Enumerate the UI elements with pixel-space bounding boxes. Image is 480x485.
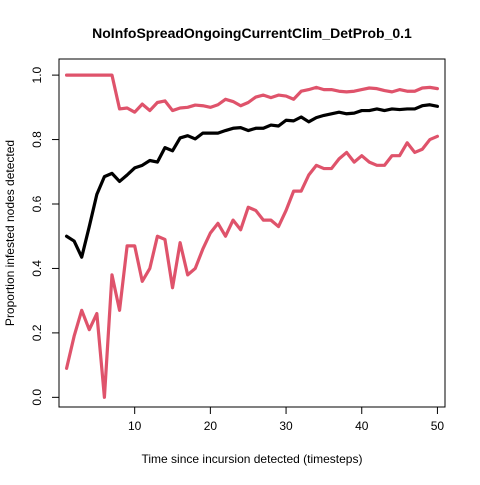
y-tick-label: 0.8 [30,131,44,148]
series-layer [64,73,440,399]
x-axis-label: Time since incursion detected (timesteps… [142,452,363,466]
x-tick-label: 30 [279,419,293,433]
series-line-mean [64,103,440,259]
chart-title: NoInfoSpreadOngoingCurrentClim_DetProb_0… [92,25,412,41]
y-tick-label: 0.6 [30,195,44,212]
y-tick-label: 0.2 [30,324,44,341]
y-tick-label: 1.0 [30,66,44,83]
x-tick-label: 20 [204,419,218,433]
series-line-upper [64,73,440,114]
y-tick-label: 0.0 [30,389,44,406]
x-tick-label: 10 [128,419,142,433]
y-tick-label: 0.4 [30,260,44,277]
y-axis: 0.0 0.2 0.4 0.6 0.8 1.0 [30,66,60,406]
series-line-lower [64,134,440,399]
x-tick-label: 50 [431,419,445,433]
x-tick-label: 40 [355,419,369,433]
x-axis: 10 20 30 40 50 [128,406,445,433]
y-axis-label: Proportion infested nodes detected [3,140,17,326]
